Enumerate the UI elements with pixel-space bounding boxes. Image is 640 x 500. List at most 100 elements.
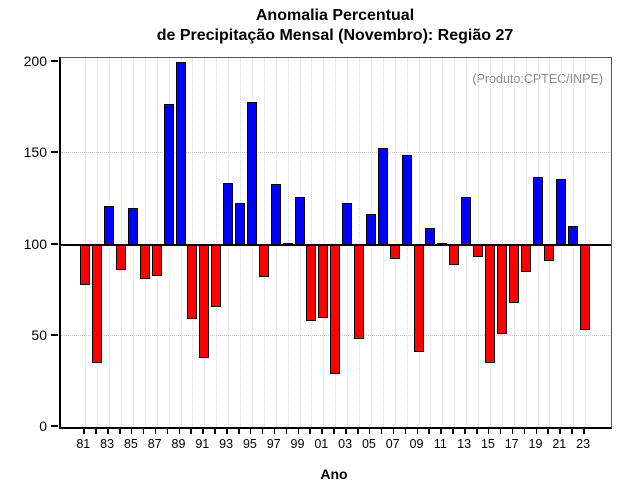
- bar-2008: [401, 155, 412, 245]
- bar-1993: [223, 182, 234, 245]
- bar-1989: [175, 62, 186, 245]
- bar-2023: [580, 244, 591, 331]
- bar-2011: [437, 242, 448, 245]
- bar-2004: [354, 244, 364, 340]
- x-tick: [511, 428, 514, 434]
- bar-2002: [330, 244, 341, 375]
- bar-1990: [187, 244, 198, 320]
- vertical-gridline: [192, 58, 194, 427]
- bar-2005: [365, 213, 376, 245]
- x-tick: [166, 428, 169, 434]
- vertical-gridline: [454, 58, 456, 427]
- bar-1981: [80, 244, 91, 285]
- baseline-100: [61, 243, 611, 246]
- bar-2013: [461, 197, 472, 245]
- vertical-gridline: [335, 58, 337, 427]
- vertical-gridline: [263, 58, 265, 427]
- vertical-gridline: [323, 58, 325, 427]
- bar-1984: [116, 244, 126, 271]
- x-tick-label: 99: [290, 437, 305, 451]
- x-tick: [559, 428, 561, 434]
- bar-1992: [211, 244, 222, 307]
- vertical-gridline: [311, 58, 313, 427]
- x-tick-label: 13: [457, 437, 472, 451]
- x-tick: [249, 428, 252, 434]
- vertical-gridline: [549, 58, 551, 427]
- y-tick-label: 50: [31, 326, 47, 343]
- x-tick-label: 85: [123, 437, 138, 451]
- x-tick-label: 23: [576, 437, 591, 451]
- x-tick: [130, 428, 133, 434]
- x-tick: [368, 428, 371, 434]
- x-tick-label: 21: [552, 437, 567, 451]
- y-tick: [51, 242, 58, 245]
- x-tick: [547, 428, 549, 434]
- x-tick: [142, 428, 145, 434]
- bar-1987: [151, 244, 162, 276]
- bar-1994: [235, 202, 245, 245]
- bar-1985: [127, 208, 138, 245]
- vertical-gridline: [585, 58, 587, 427]
- y-tick: [51, 151, 58, 154]
- y-tick-label: 0: [39, 418, 47, 434]
- x-tick: [83, 428, 85, 434]
- x-tick-label: 05: [361, 437, 376, 451]
- x-tick: [345, 428, 347, 434]
- x-tick: [95, 428, 97, 434]
- bar-1988: [163, 104, 174, 245]
- x-tick: [273, 428, 276, 434]
- bar-1995: [246, 102, 257, 245]
- x-tick: [404, 428, 407, 434]
- x-tick: [309, 428, 311, 434]
- x-tick: [392, 428, 395, 434]
- vertical-gridline: [359, 58, 360, 427]
- vertical-gridline: [144, 58, 146, 427]
- bar-1999: [294, 197, 305, 245]
- y-tick-label: 100: [23, 235, 47, 252]
- x-tick: [107, 428, 109, 434]
- y-tick-label: 200: [23, 53, 47, 69]
- x-tick-label: 97: [266, 437, 281, 451]
- x-tick: [178, 428, 180, 434]
- x-tick-label: 91: [195, 437, 210, 451]
- x-tick-label: 11: [433, 437, 447, 451]
- horizontal-gridline: [61, 152, 611, 154]
- x-tick-label: 83: [100, 437, 115, 451]
- x-tick-label: 19: [528, 437, 543, 451]
- x-tick: [297, 428, 299, 434]
- x-tick: [119, 428, 121, 434]
- y-tick: [51, 333, 58, 336]
- x-tick: [464, 428, 466, 434]
- vertical-gridline: [156, 58, 158, 427]
- bar-2017: [508, 244, 519, 303]
- bar-2014: [473, 244, 483, 258]
- vertical-gridline: [216, 58, 218, 427]
- bar-1983: [104, 206, 115, 245]
- bar-2018: [520, 244, 531, 272]
- x-tick: [214, 428, 216, 434]
- bar-1986: [139, 244, 150, 280]
- bar-2019: [532, 177, 543, 245]
- x-tick: [428, 428, 430, 434]
- bar-1991: [199, 244, 210, 358]
- vertical-gridline: [97, 58, 99, 427]
- chart-title-line2: de Precipitação Mensal (Novembro): Regiã…: [156, 27, 514, 44]
- x-tick: [440, 428, 442, 434]
- vertical-gridline: [478, 58, 479, 427]
- x-tick: [499, 428, 502, 434]
- y-tick: [51, 425, 58, 427]
- x-tick: [487, 428, 490, 434]
- bar-2016: [496, 244, 507, 334]
- vertical-gridline: [501, 58, 503, 427]
- x-tick-label: 81: [76, 437, 91, 451]
- bar-2009: [413, 244, 424, 353]
- x-tick: [452, 428, 454, 434]
- bar-2015: [484, 244, 495, 364]
- x-tick-label: 17: [504, 437, 519, 451]
- x-tick-label: 15: [480, 437, 495, 451]
- vertical-gridline: [525, 58, 527, 427]
- bar-1998: [282, 242, 293, 245]
- vertical-gridline: [204, 58, 206, 427]
- plot-area: (Produto:CPTEC/INPE): [59, 57, 612, 429]
